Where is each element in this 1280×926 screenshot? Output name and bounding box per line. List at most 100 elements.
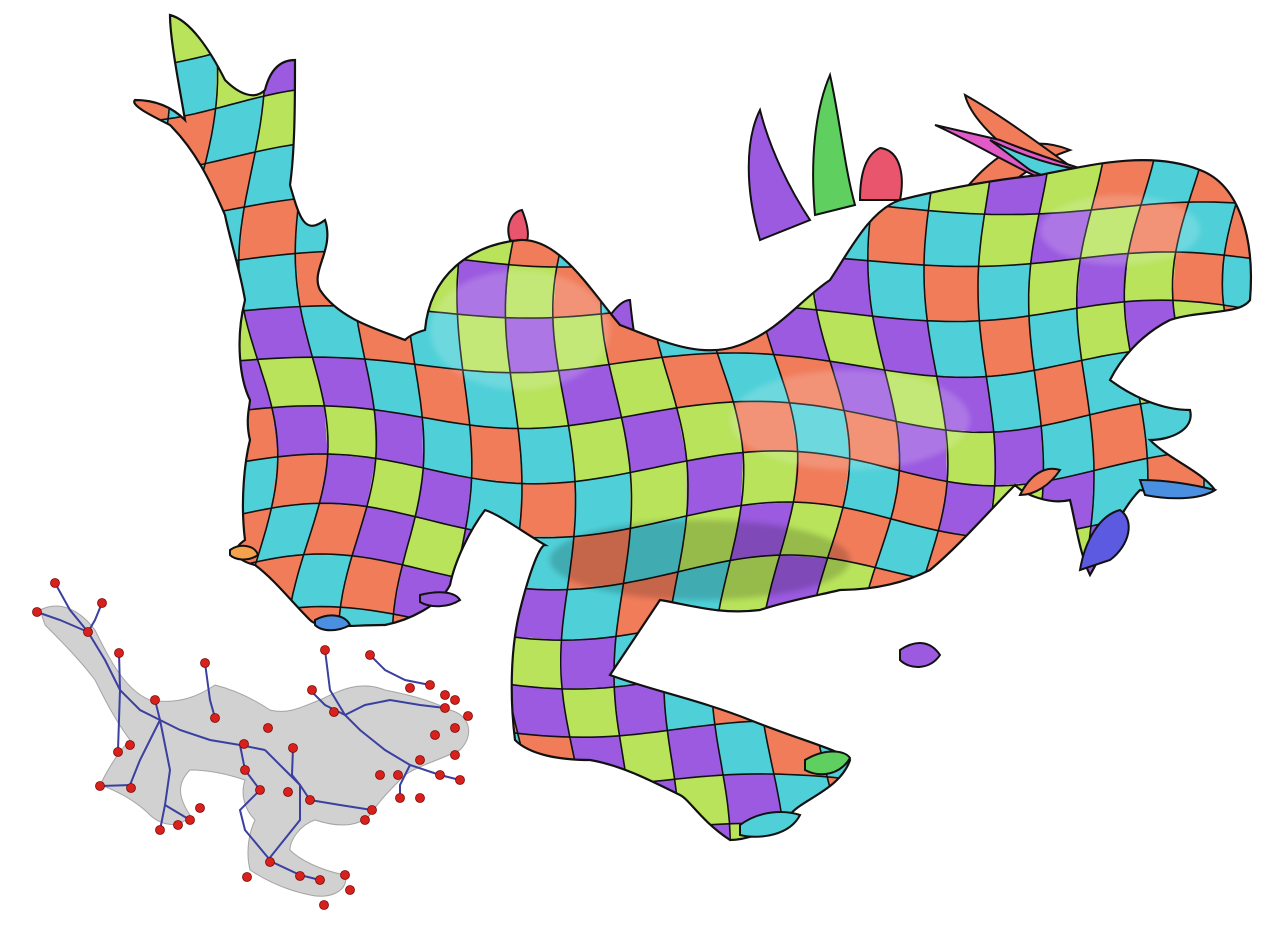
quad-patch [1041, 414, 1094, 482]
quad-patch [466, 155, 531, 215]
quad-patch [558, 364, 622, 426]
quad-patch [1003, 836, 1058, 840]
quad-patch [528, 837, 583, 840]
quad-patch [911, 678, 980, 734]
quad-patch [289, 554, 353, 609]
quad-patch [614, 679, 668, 736]
quad-patch [579, 783, 631, 838]
quad-patch [1234, 353, 1251, 413]
quad-patch [1134, 670, 1192, 724]
quad-patch [978, 213, 1040, 267]
skeleton-joint [320, 645, 330, 655]
quad-patch [1236, 148, 1251, 208]
quad-patch [651, 255, 705, 309]
quad-patch [134, 267, 188, 320]
quad-patch [1150, 770, 1202, 821]
quad-patch [448, 625, 508, 685]
quad-patch [638, 50, 692, 117]
quad-patch [617, 159, 682, 217]
quad-patch [667, 724, 724, 780]
quad-patch [518, 425, 576, 484]
quad-patch [134, 584, 159, 642]
quad-patch [1021, 631, 1080, 685]
quad-patch [884, 48, 939, 109]
quad-patch [300, 306, 365, 360]
quad-patch [573, 472, 631, 537]
quad-patch [1238, 723, 1251, 782]
quad-patch [945, 430, 995, 486]
seam-line [134, 347, 1251, 379]
skeleton-curve [118, 652, 121, 691]
quad-patch [979, 315, 1035, 377]
skeleton-curves [36, 582, 461, 881]
quad-patch [256, 503, 320, 562]
quad-patch [609, 357, 677, 418]
skeleton-joint [83, 627, 93, 637]
skeleton-joint [288, 743, 298, 753]
skeleton-joint [210, 713, 220, 723]
skeleton-joint [263, 723, 273, 733]
skeleton-joint [450, 750, 460, 760]
quad-patch [711, 610, 766, 672]
quad-patch [1099, 48, 1162, 112]
quad-patch [1188, 558, 1251, 617]
skeleton-joint [114, 648, 124, 658]
quad-patch [319, 454, 376, 507]
quad-patch [470, 58, 535, 118]
quad-patch [1133, 560, 1196, 624]
quad-patch [807, 610, 862, 672]
quad-patch [419, 94, 479, 156]
skeleton-joint [50, 578, 60, 588]
quad-patch [674, 775, 730, 828]
quad-patch [741, 451, 798, 506]
quad-patch [518, 481, 576, 537]
quad-patch [664, 150, 729, 212]
quad-patch [569, 167, 633, 219]
quad-patch [875, 518, 939, 579]
quad-patch [1180, 348, 1250, 402]
skeleton-joint [455, 775, 465, 785]
quad-patch [1246, 774, 1251, 834]
quad-patch [827, 776, 895, 838]
quad-patch [511, 15, 584, 70]
quad-patch [134, 171, 158, 223]
quad-patch [912, 578, 975, 635]
seam-line [134, 660, 1251, 694]
quad-patch [1077, 623, 1135, 681]
quad-patch [1079, 674, 1142, 729]
quad-patch [681, 95, 740, 160]
quad-patch [1202, 450, 1251, 506]
quad-patch [159, 15, 218, 64]
quad-patch [134, 419, 171, 480]
skeleton-curve [290, 747, 301, 786]
quad-patch [703, 253, 760, 306]
skeleton-joint [375, 770, 385, 780]
quad-patch [404, 15, 471, 59]
skeleton-joint [295, 871, 305, 881]
quad-patch [355, 140, 420, 199]
quad-patch [455, 528, 519, 588]
quad-patch [829, 15, 885, 49]
quad-patch [652, 204, 714, 261]
quad-patch [1124, 300, 1181, 352]
quad-patch [1133, 616, 1189, 675]
quad-patch [986, 370, 1042, 433]
quad-patch [134, 15, 169, 69]
quad-patch [415, 46, 479, 107]
quad-patch [1197, 15, 1251, 40]
quad-patch [624, 827, 679, 840]
skeleton-joint [305, 795, 315, 805]
skeleton-joint [345, 885, 355, 895]
quad-patch [422, 417, 472, 479]
skeleton-curve [369, 654, 431, 686]
quad-patch [505, 635, 563, 689]
quad-patch [238, 253, 301, 311]
quad-patch [663, 671, 715, 731]
quad-patch [662, 353, 734, 408]
quad-patch [925, 15, 988, 68]
skeleton-joint [367, 805, 377, 815]
quad-patch [987, 67, 1051, 118]
quad-patch [686, 452, 743, 516]
